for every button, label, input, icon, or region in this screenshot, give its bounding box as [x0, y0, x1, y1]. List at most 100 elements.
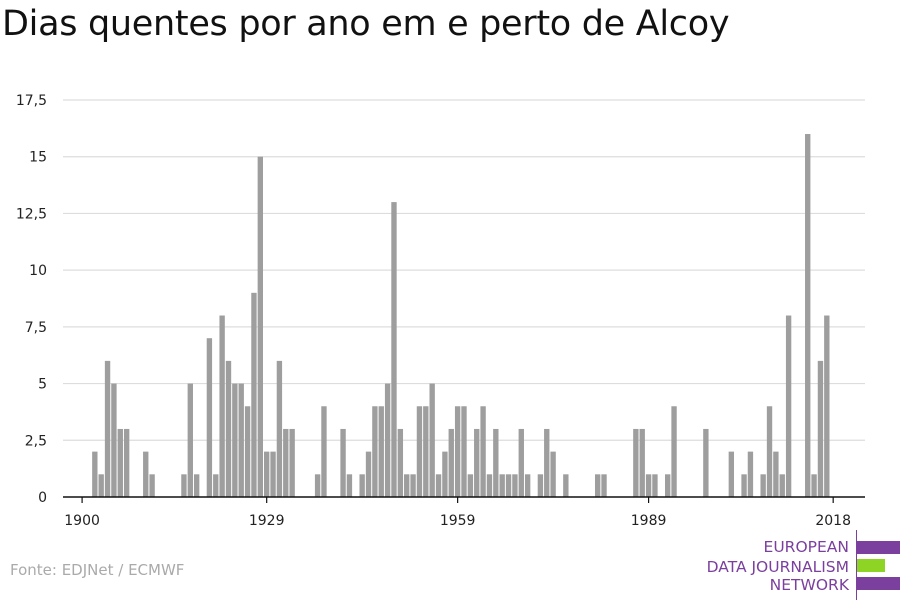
bar: [454, 406, 461, 497]
y-tick-labels: 0 2,5 5 7,5 10 12,5 15 17,5: [16, 93, 47, 506]
bar: [467, 474, 474, 497]
logo-line-1: EUROPEAN: [763, 538, 849, 556]
logo-bar-purple-bottom: [857, 577, 900, 590]
bar: [111, 383, 117, 497]
bar: [238, 383, 244, 497]
bar: [143, 451, 149, 497]
bar: [728, 451, 735, 497]
y-tick-label: 0: [38, 490, 47, 506]
x-tick-label: 1989: [631, 513, 667, 529]
bar: [276, 360, 283, 497]
bar: [346, 474, 353, 497]
bar: [257, 156, 263, 497]
bar: [805, 134, 811, 497]
x-tick-label: 2018: [815, 513, 851, 529]
bar: [232, 383, 238, 497]
bar: [378, 406, 384, 497]
bar: [480, 406, 486, 497]
bar: [404, 474, 410, 497]
bar: [773, 451, 779, 497]
y-tick-label: 15: [29, 150, 47, 166]
bar: [766, 406, 773, 497]
x-tick-label: 1900: [64, 513, 100, 529]
bar: [365, 451, 372, 497]
logo-line-2: DATA JOURNALISM: [706, 558, 849, 576]
bar: [499, 474, 505, 497]
bar: [760, 474, 766, 497]
bar: [779, 474, 785, 497]
bar: [486, 474, 493, 497]
bar: [416, 406, 423, 497]
bar: [123, 428, 130, 497]
bar: [493, 428, 499, 497]
bar: [289, 428, 295, 497]
bar: [104, 360, 111, 497]
bar: [645, 474, 652, 497]
bar: [671, 406, 677, 497]
bar: [181, 474, 187, 497]
bar: [193, 474, 200, 497]
bar: [397, 428, 404, 497]
logo-line-3: NETWORK: [769, 576, 849, 594]
x-axis: [63, 496, 865, 503]
chart-title: Dias quentes por ano em e perto de Alcoy: [2, 4, 730, 44]
bar: [92, 451, 98, 497]
bar: [639, 428, 645, 497]
bar: [524, 474, 531, 497]
bar: [811, 474, 817, 497]
bar: [785, 315, 792, 497]
bars: [92, 134, 830, 498]
bar: [117, 428, 123, 497]
y-tick-label: 2,5: [25, 433, 47, 449]
edjnet-logo: EUROPEAN DATA JOURNALISM NETWORK: [700, 530, 900, 600]
bar: [372, 406, 378, 497]
bar: [340, 428, 346, 497]
y-tick-label: 17,5: [16, 93, 47, 109]
bar: [601, 474, 607, 497]
bar: [225, 360, 232, 497]
bar: [817, 360, 824, 497]
bar: [435, 474, 442, 497]
y-tick-label: 12,5: [16, 206, 47, 222]
bar: [652, 474, 658, 497]
logo-divider: [856, 530, 857, 600]
bar: [98, 474, 104, 497]
bar: [563, 474, 569, 497]
x-tick-label: 1929: [249, 513, 285, 529]
bar: [461, 406, 467, 497]
bar: [512, 474, 518, 497]
bar: [429, 383, 435, 497]
x-tick-label: 1959: [440, 513, 476, 529]
y-tick-label: 5: [38, 377, 47, 393]
gridlines: [63, 99, 865, 441]
bar: [594, 474, 601, 497]
bar: [314, 474, 321, 497]
bar: [448, 428, 454, 497]
bar: [747, 451, 754, 497]
bar: [741, 474, 747, 497]
bar: [633, 428, 639, 497]
bar: [544, 428, 550, 497]
logo-bar-purple-top: [857, 541, 900, 554]
bar: [423, 406, 429, 497]
bar: [283, 428, 289, 497]
bar: [391, 202, 397, 498]
bar: [213, 474, 219, 497]
logo-bar-green: [857, 559, 885, 572]
y-tick-label: 7,5: [25, 320, 47, 336]
bar: [206, 338, 213, 497]
bar: [321, 406, 327, 497]
bar: [149, 474, 155, 497]
bar: [703, 428, 709, 497]
bar: [474, 428, 480, 497]
bar: [251, 292, 257, 497]
bar: [442, 451, 448, 497]
bar: [270, 451, 276, 497]
bar: [824, 315, 830, 497]
bar: [384, 383, 391, 497]
x-tick-labels: 1900 1929 1959 1989 2018: [64, 513, 851, 529]
bar: [550, 451, 556, 497]
bar-chart: 0 2,5 5 7,5 10 12,5 15 17,5 1900 1929 1959 1989 201…: [16, 93, 865, 529]
bar: [359, 474, 365, 497]
bar: [505, 474, 512, 497]
